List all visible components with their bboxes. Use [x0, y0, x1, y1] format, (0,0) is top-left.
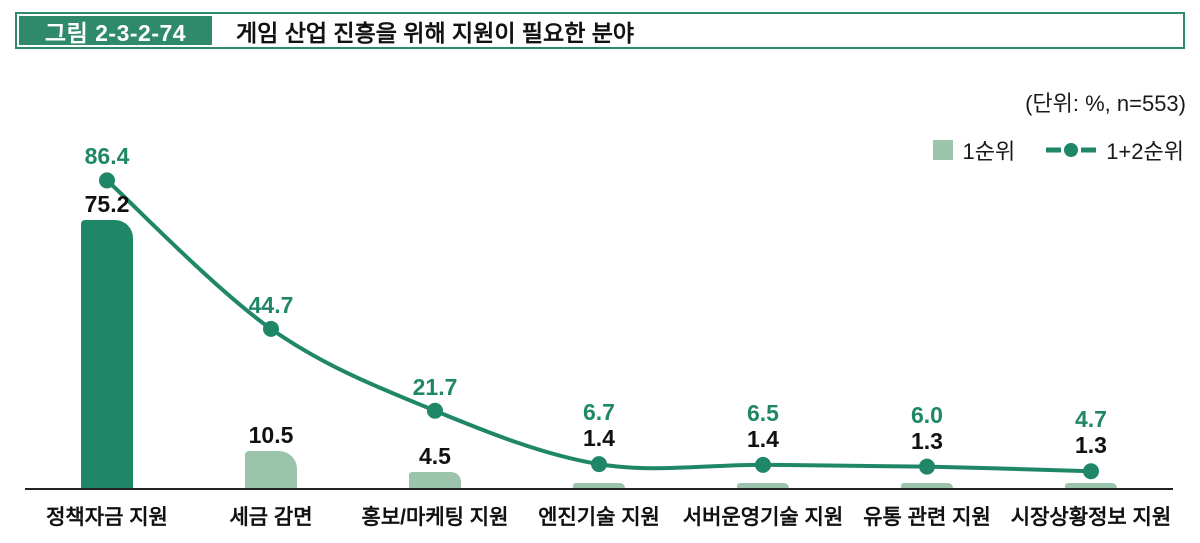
- line-value-label: 21.7: [412, 373, 458, 400]
- line-value-label: 6.0: [911, 401, 943, 428]
- legend-item-cumulative-rank: 1+2순위: [1045, 134, 1184, 166]
- bar: [81, 220, 133, 488]
- line-point: [99, 172, 115, 189]
- line-legend-marker-icon: [1046, 143, 1097, 157]
- line-value-label: 44.7: [248, 291, 294, 318]
- category-label: 엔진기술 지원: [538, 506, 660, 529]
- bar-value-label: 4.5: [419, 442, 451, 469]
- line-value-label: 86.4: [84, 143, 130, 170]
- line-point: [755, 456, 771, 473]
- bar: [573, 483, 625, 488]
- unit-note: (단위: %, n=553): [1025, 91, 1186, 116]
- category-label: 정책자금 지원: [46, 506, 168, 529]
- bar: [901, 483, 953, 488]
- legend: 1순위 1+2순위: [933, 134, 1184, 166]
- line-point: [263, 320, 279, 337]
- category-label: 유통 관련 지원: [863, 506, 991, 529]
- legend-label-first-rank: 1순위: [962, 139, 1016, 164]
- line-point: [427, 402, 443, 419]
- figure-title: 게임 산업 진흥을 위해 지원이 필요한 분야: [236, 19, 635, 46]
- legend-item-first-rank: 1순위: [933, 134, 1015, 166]
- legend-label-cumulative-rank: 1+2순위: [1106, 139, 1184, 164]
- category-label: 세금 감면: [229, 506, 313, 529]
- category-label: 서버운영기술 지원: [682, 506, 844, 529]
- bar-value-label: 1.4: [747, 425, 779, 452]
- bar: [245, 450, 297, 488]
- bar-value-label: 10.5: [248, 421, 294, 448]
- x-axis-line: [25, 488, 1173, 490]
- bar: [737, 483, 789, 488]
- bar-value-label: 1.3: [911, 427, 943, 454]
- bar-value-label: 1.3: [1075, 432, 1107, 459]
- line-point: [919, 458, 935, 475]
- category-label: 시장상황정보 지원: [1010, 506, 1172, 529]
- line-value-label: 6.7: [583, 399, 615, 426]
- bar-value-label: 75.2: [84, 191, 130, 218]
- category-label: 홍보/마케팅 지원: [361, 506, 509, 529]
- line-point: [1083, 463, 1099, 480]
- bar: [1065, 483, 1117, 488]
- line-value-label: 6.5: [747, 399, 779, 426]
- line-point: [591, 456, 607, 473]
- figure-number-badge: 그림 2-3-2-74: [19, 16, 212, 46]
- bar: [409, 471, 461, 488]
- bar-legend-swatch-icon: [933, 140, 954, 160]
- bar-value-label: 1.4: [583, 425, 615, 452]
- line-value-label: 4.7: [1075, 406, 1107, 433]
- figure-header: 그림 2-3-2-74 게임 산업 진흥을 위해 지원이 필요한 분야: [15, 12, 1185, 49]
